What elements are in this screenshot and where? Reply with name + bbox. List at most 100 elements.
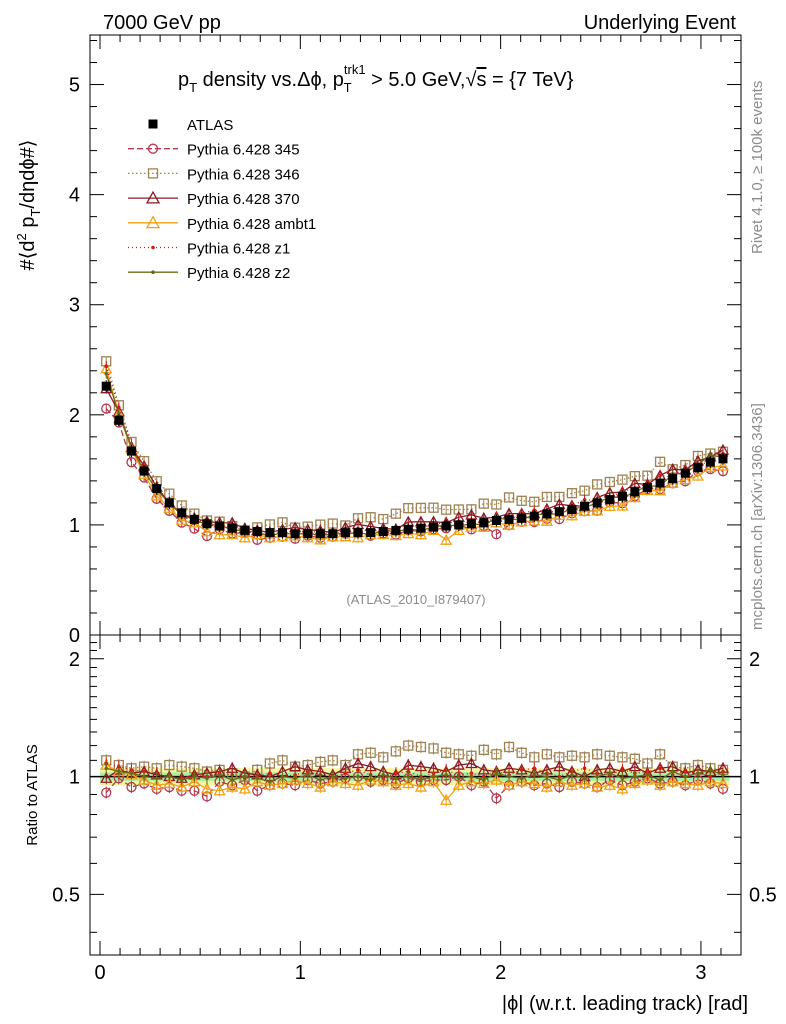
marker-triangle <box>465 775 478 787</box>
marker-triangle <box>427 775 440 787</box>
marker-dot <box>431 774 436 779</box>
marker-dot <box>381 773 386 777</box>
marker-triangle <box>591 780 604 792</box>
marker-dot <box>368 778 373 782</box>
marker-triangle <box>226 780 239 792</box>
marker-dot <box>280 774 285 779</box>
marker-square <box>503 741 515 753</box>
atlas-point <box>277 528 287 538</box>
marker-square <box>378 752 389 763</box>
marker-dot <box>167 774 172 779</box>
legend-entry-label: Pythia 6.428 345 <box>187 142 300 159</box>
marker-dot <box>330 774 335 779</box>
marker-square <box>617 474 628 485</box>
atlas-point <box>668 474 678 484</box>
marker-triangle <box>578 777 591 789</box>
marker-square <box>592 479 603 490</box>
marker-square <box>176 761 187 772</box>
atlas-point <box>580 501 590 511</box>
marker-dot <box>532 766 537 771</box>
marker-square <box>566 750 578 761</box>
marker-triangle <box>251 775 264 787</box>
marker-triangle <box>389 778 402 790</box>
atlas-point <box>617 491 627 501</box>
y-tick-label: 1 <box>69 515 80 537</box>
marker-square <box>327 755 338 766</box>
marker-dot <box>507 774 511 779</box>
atlas-point <box>152 484 162 494</box>
series-line-main <box>105 408 724 541</box>
atlas-point <box>303 529 313 539</box>
y-tick-label: 2 <box>69 405 80 427</box>
chart-title: pT density vs.Δϕ, ptrk1 T > 5.0 GeV,√s = … <box>178 62 574 95</box>
marker-triangle <box>301 777 314 789</box>
marker-triangle <box>540 780 554 792</box>
atlas-point <box>504 514 514 524</box>
marker-dot <box>343 776 348 781</box>
y-axis-label-c: /dηdϕ#⟩ <box>17 140 39 209</box>
atlas-point <box>542 509 552 519</box>
atlas-point <box>529 511 539 521</box>
marker-square <box>440 747 452 758</box>
atlas-point <box>215 521 225 531</box>
y-axis-label: #⟨d2 pT/dηdϕ#⟩ <box>14 140 43 271</box>
marker-triangle <box>200 525 214 537</box>
marker-square <box>403 740 414 751</box>
marker-triangle <box>716 459 730 471</box>
marker-triangle <box>616 499 629 511</box>
marker-dot <box>104 371 109 376</box>
ratio-tick-label-left: 2 <box>69 649 80 671</box>
marker-triangle <box>339 777 352 789</box>
marker-triangle <box>238 782 251 794</box>
marker-square <box>415 502 427 514</box>
atlas-point <box>315 529 325 539</box>
atlas-point <box>189 514 199 524</box>
x-tick-label: 0 <box>94 962 105 984</box>
marker-square <box>516 747 527 758</box>
marker-square <box>428 743 439 754</box>
atlas-point <box>164 498 174 508</box>
x-axis-label: |ϕ| (w.r.t. leading track) [rad] <box>502 993 748 1015</box>
y-axis-label-a: #⟨d <box>17 240 39 270</box>
x-tick-label: 2 <box>495 962 506 984</box>
marker-triangle <box>175 513 188 525</box>
ratio-y-axis-label: Ratio to ATLAS <box>24 744 41 845</box>
marker-square <box>428 502 439 513</box>
marker-triangle <box>679 777 692 789</box>
marker-triangle <box>213 528 226 540</box>
atlas-point <box>290 529 300 539</box>
marker-triangle <box>276 777 289 789</box>
atlas-point <box>554 507 564 517</box>
marker-triangle <box>100 771 113 783</box>
marker-triangle <box>213 784 226 796</box>
marker-square <box>516 495 527 506</box>
marker-triangle <box>263 778 276 790</box>
atlas-point <box>353 528 363 538</box>
marker-triangle <box>402 777 415 789</box>
legend-entry-label: Pythia 6.428 z2 <box>187 265 290 282</box>
marker-dot <box>708 768 713 772</box>
atlas-point <box>265 528 275 538</box>
marker-square <box>503 492 515 503</box>
title-d: s <box>476 69 486 91</box>
marker-square <box>478 744 489 756</box>
title-a-sub: T <box>189 80 197 95</box>
header-left: 7000 GeV pp <box>103 12 221 34</box>
y-axis-label-sub: T <box>28 209 43 217</box>
marker-filled-square <box>148 119 158 129</box>
title-e: = {7 TeV} <box>486 69 573 91</box>
marker-triangle <box>314 780 327 792</box>
marker-dot <box>708 774 713 779</box>
marker-triangle <box>226 528 239 540</box>
marker-dot <box>469 774 474 779</box>
marker-square <box>365 747 376 758</box>
marker-triangle <box>238 531 251 543</box>
marker-dot <box>494 771 499 776</box>
header-right: Underlying Event <box>584 12 737 34</box>
y-tick-label-zero: 0 <box>69 625 80 647</box>
marker-dot <box>179 778 184 782</box>
atlas-point <box>592 498 602 508</box>
marker-triangle <box>188 775 201 787</box>
